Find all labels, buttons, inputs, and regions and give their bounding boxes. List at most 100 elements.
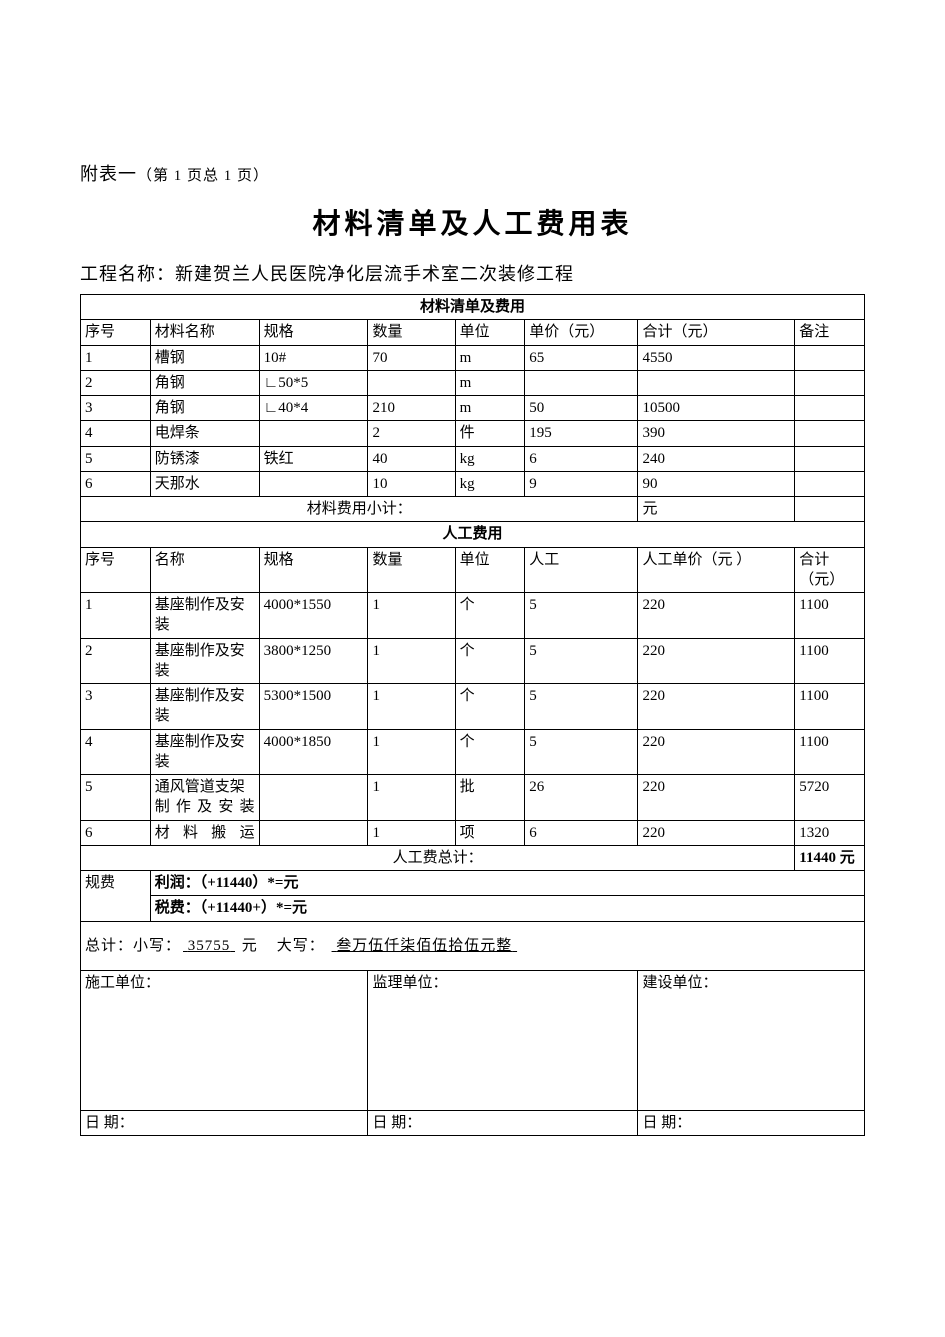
mat-h-seq: 序号 (81, 320, 151, 345)
mat-h-price: 单价（元） (525, 320, 638, 345)
cell-price: 9 (525, 471, 638, 496)
cell-unit: 个 (455, 638, 525, 684)
date-row: 日 期： 日 期： 日 期： (81, 1110, 865, 1135)
lab-h-qty: 数量 (368, 547, 455, 593)
cell-price: 220 (638, 593, 795, 639)
cell-seq: 4 (81, 729, 151, 775)
gt-amount-num: 35755 (181, 938, 237, 954)
lab-h-seq: 序号 (81, 547, 151, 593)
cell-spec (259, 471, 368, 496)
cell-name: 通风管道支架制作及安装 (150, 775, 259, 821)
cell-name: 基座制作及安装 (150, 593, 259, 639)
project-line: 工程名称：新建贺兰人民医院净化层流手术室二次装修工程 (80, 260, 865, 286)
grand-total-cell: 总计：小写： 35755 元 大写： 叁万伍仟柒佰伍拾伍元整 (81, 921, 865, 970)
cell-seq: 4 (81, 421, 151, 446)
cell-name: 角钢 (150, 396, 259, 421)
materials-subtotal-label: 材料费用小计： (81, 497, 638, 522)
cell-spec: 10# (259, 345, 368, 370)
cell-labor: 5 (525, 684, 638, 730)
cell-unit: 个 (455, 593, 525, 639)
gt-prefix: 总计：小写： (85, 938, 181, 954)
cell-qty: 1 (368, 820, 455, 845)
cell-sum: 4550 (638, 345, 795, 370)
cell-sum: 240 (638, 446, 795, 471)
cell-unit: 个 (455, 684, 525, 730)
cell-price: 6 (525, 446, 638, 471)
fee-profit: 利润：（+11440）*=元 (150, 871, 864, 896)
cell-spec (259, 421, 368, 446)
lab-h-sum: 合计（元） (795, 547, 865, 593)
cell-spec: ∟40*4 (259, 396, 368, 421)
table-row: 4基座制作及安装4000*18501个52201100 (81, 729, 865, 775)
cell-note (795, 396, 865, 421)
table-row: 2基座制作及安装3800*12501个52201100 (81, 638, 865, 684)
cell-spec (259, 775, 368, 821)
cell-unit: kg (455, 446, 525, 471)
mat-h-name: 材料名称 (150, 320, 259, 345)
cell-qty: 1 (368, 775, 455, 821)
labor-subtotal-value: 11440 元 (795, 845, 865, 870)
cell-seq: 2 (81, 638, 151, 684)
gt-big-label: 大写： (277, 938, 325, 954)
sig-construction: 施工单位： (81, 970, 368, 1110)
project-name: 新建贺兰人民医院净化层流手术室二次装修工程 (175, 264, 574, 284)
cell-seq: 6 (81, 471, 151, 496)
cell-name: 基座制作及安装 (150, 729, 259, 775)
cell-name: 角钢 (150, 370, 259, 395)
mat-h-spec: 规格 (259, 320, 368, 345)
materials-section-title: 材料清单及费用 (81, 295, 865, 320)
cell-qty: 10 (368, 471, 455, 496)
cell-sum: 1100 (795, 729, 865, 775)
cell-price: 195 (525, 421, 638, 446)
project-label: 工程名称： (80, 264, 175, 284)
lab-h-price: 人工单价（元 ） (638, 547, 795, 593)
fee-tax: 税费：（+11440+）*=元 (150, 896, 864, 921)
cell-seq: 1 (81, 593, 151, 639)
cell-sum: 1100 (795, 638, 865, 684)
cell-qty: 40 (368, 446, 455, 471)
cell-labor: 5 (525, 593, 638, 639)
lab-h-name: 名称 (150, 547, 259, 593)
materials-subtotal-value: 元 (638, 497, 795, 522)
gt-amount-cn: 叁万伍仟柒佰伍拾伍元整 (330, 938, 520, 954)
cell-note (795, 471, 865, 496)
cell-note (795, 370, 865, 395)
cell-price: 220 (638, 684, 795, 730)
lab-h-unit: 单位 (455, 547, 525, 593)
cell-name: 电焊条 (150, 421, 259, 446)
fee-profit-row: 规费 利润：（+11440）*=元 (81, 871, 865, 896)
cell-sum (638, 370, 795, 395)
cell-labor: 6 (525, 820, 638, 845)
cell-spec: 4000*1550 (259, 593, 368, 639)
cell-name: 槽钢 (150, 345, 259, 370)
cell-price: 220 (638, 638, 795, 684)
cell-qty: 1 (368, 684, 455, 730)
cell-spec: 4000*1850 (259, 729, 368, 775)
cell-seq: 2 (81, 370, 151, 395)
cell-note (795, 345, 865, 370)
cell-price: 50 (525, 396, 638, 421)
appendix-label: 附表一 (80, 164, 137, 184)
cell-name: 材料搬运 (150, 820, 259, 845)
cell-price: 65 (525, 345, 638, 370)
cell-seq: 1 (81, 345, 151, 370)
mat-h-sum: 合计（元） (638, 320, 795, 345)
cell-name: 防锈漆 (150, 446, 259, 471)
appendix-line: 附表一（第 1 页总 1 页） (80, 160, 865, 186)
cell-sum: 1100 (795, 593, 865, 639)
cell-note (795, 446, 865, 471)
sig-owner: 建设单位： (638, 970, 865, 1110)
grand-total-row: 总计：小写： 35755 元 大写： 叁万伍仟柒佰伍拾伍元整 (81, 921, 865, 970)
cell-qty: 70 (368, 345, 455, 370)
cell-unit: 项 (455, 820, 525, 845)
cell-unit: m (455, 396, 525, 421)
cell-unit: kg (455, 471, 525, 496)
table-row: 2角钢∟50*5m (81, 370, 865, 395)
cell-sum: 1320 (795, 820, 865, 845)
cell-unit: 批 (455, 775, 525, 821)
signature-row: 施工单位： 监理单位： 建设单位： (81, 970, 865, 1110)
table-row: 3角钢∟40*4210m5010500 (81, 396, 865, 421)
date-owner: 日 期： (638, 1110, 865, 1135)
cell-price: 220 (638, 820, 795, 845)
mat-h-qty: 数量 (368, 320, 455, 345)
